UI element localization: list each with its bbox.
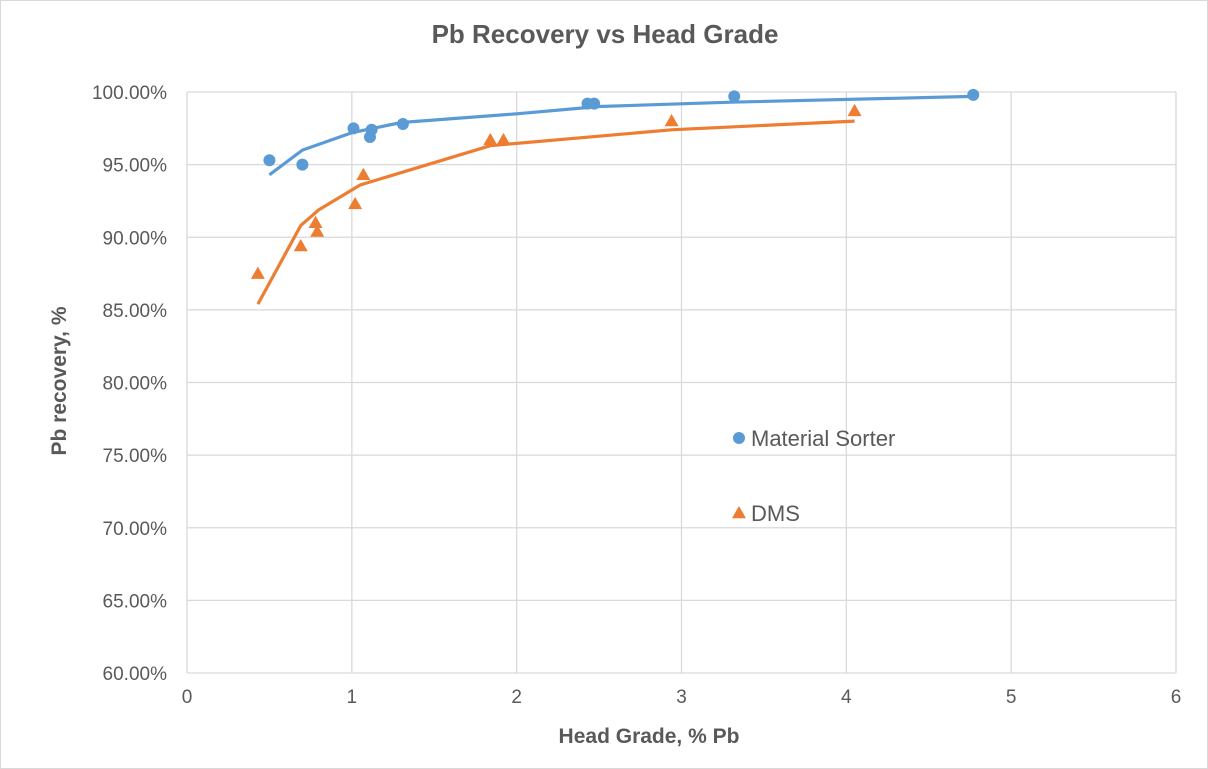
y-axis-title: Pb recovery, %: [48, 306, 71, 455]
material-sorter-point: [396, 117, 409, 130]
material-sorter-point: [365, 123, 378, 136]
x-tick-label: 3: [676, 687, 687, 708]
x-tick-label: 2: [511, 687, 522, 708]
dms-point: [310, 224, 325, 237]
x-tick-label: 4: [841, 687, 852, 708]
material-sorter-legend-marker: [733, 432, 745, 444]
y-tick-label: 95.00%: [103, 156, 168, 177]
dms-legend-label: DMS: [751, 501, 800, 526]
dms-point: [847, 103, 862, 117]
x-tick-label: 0: [182, 687, 193, 708]
material-sorter-trendline: [268, 94, 974, 177]
dms-legend-marker: [732, 506, 746, 519]
material-sorter-point: [588, 97, 601, 110]
data-points: [250, 88, 980, 279]
y-tick-label: 100.00%: [92, 83, 167, 104]
x-axis-title: Head Grade, % Pb: [559, 725, 740, 748]
material-sorter-legend-label: Material Sorter: [751, 426, 895, 451]
chart-title: Pb Recovery vs Head Grade: [432, 19, 779, 49]
legend: Material Sorter DMS: [732, 426, 895, 526]
material-sorter-point: [728, 90, 741, 103]
grid: [186, 91, 1177, 674]
axes: 60.00% 65.00% 70.00% 75.00% 80.00% 85.00% 90.0…: [92, 83, 1181, 708]
y-tick-label: 90.00%: [103, 228, 168, 249]
dms-trendline: [256, 119, 855, 305]
x-tick-label: 6: [1171, 687, 1182, 708]
dms-point: [308, 215, 323, 228]
dms-point: [664, 114, 679, 127]
dms-point: [483, 132, 498, 146]
dms-point: [496, 132, 511, 146]
x-tick-label: 5: [1006, 687, 1017, 708]
material-sorter-point: [263, 154, 276, 167]
y-tick-label: 65.00%: [103, 591, 168, 612]
y-tick-label: 75.00%: [103, 446, 168, 467]
y-tick-label: 85.00%: [103, 301, 168, 322]
x-tick-label: 1: [347, 687, 358, 708]
y-tick-label: 70.00%: [103, 519, 168, 540]
y-tick-label: 60.00%: [103, 664, 168, 685]
material-sorter-point: [967, 88, 980, 101]
dms-point: [250, 266, 265, 279]
dms-point: [348, 196, 363, 210]
y-tick-label: 80.00%: [103, 374, 168, 395]
dms-point: [356, 167, 371, 181]
material-sorter-point: [347, 122, 360, 135]
dms-point: [293, 238, 308, 252]
trendlines: [256, 94, 974, 305]
material-sorter-point: [296, 158, 309, 171]
